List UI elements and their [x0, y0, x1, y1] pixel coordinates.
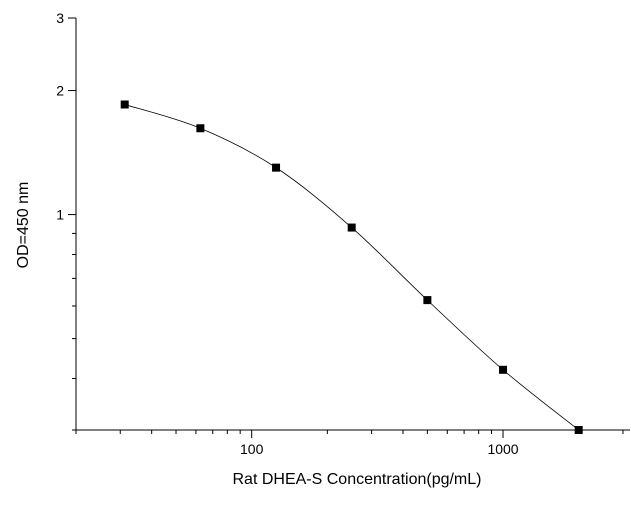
y-tick-label: 1	[56, 207, 64, 223]
tick-label-layer: 100 1000 1 2 3	[56, 10, 519, 457]
data-point-marker	[347, 223, 356, 232]
data-point-marker	[574, 426, 583, 434]
data-point-marker	[272, 163, 281, 172]
x-axis-title: Rat DHEA-S Concentration(pg/mL)	[233, 471, 482, 488]
y-tick-label: 3	[56, 10, 64, 26]
data-point-marker	[499, 365, 508, 374]
data-point-marker	[120, 100, 129, 109]
y-axis-title: OD=450 nm	[15, 182, 32, 269]
series-line-layer	[124, 104, 579, 431]
x-tick-label: 100	[240, 441, 264, 457]
axes	[68, 17, 630, 438]
data-point-marker	[423, 296, 432, 305]
data-point-marker	[196, 124, 205, 133]
data-point-layer	[120, 100, 583, 434]
y-tick-label: 2	[56, 83, 64, 99]
series-line	[124, 104, 579, 431]
x-tick-label: 1000	[487, 441, 518, 457]
